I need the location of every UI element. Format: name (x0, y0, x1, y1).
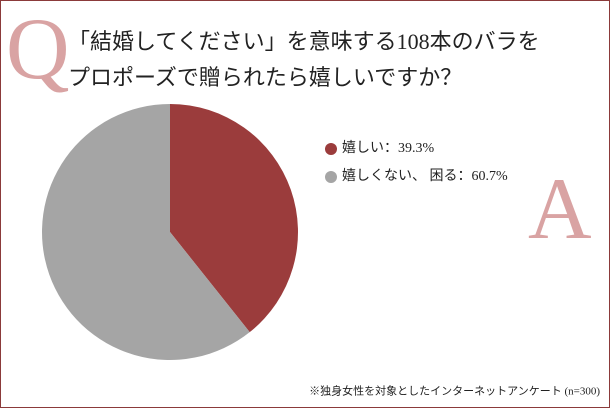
chart-title: プロポーズで贈られたら嬉しいですか？ (68, 65, 462, 90)
legend-label: 嬉しくない、 困る：60.7% (342, 168, 508, 184)
legend-marker (325, 143, 337, 155)
q-mark: Q (6, 1, 70, 98)
pie-slice (170, 104, 299, 333)
legend-label: 嬉しい：39.3% (342, 140, 434, 156)
note: ※独身女性を対象としたインターネットアンケート (n=300) (309, 384, 600, 398)
a-mark: A (528, 161, 592, 258)
chart-title: 「結婚してください」を意味する108本のバラを (68, 29, 540, 54)
legend-marker (325, 171, 337, 183)
pie-slice (42, 104, 250, 361)
